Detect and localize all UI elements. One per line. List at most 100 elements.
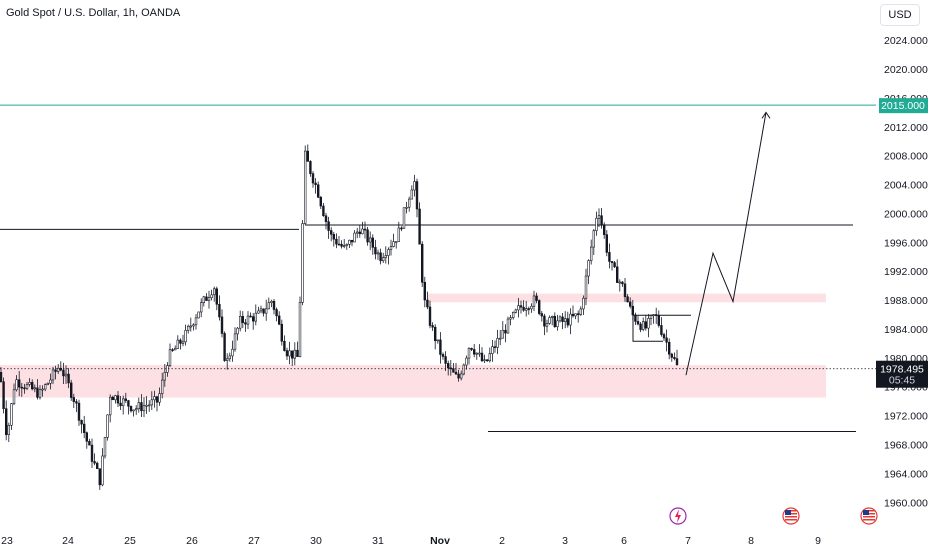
candle-body: [179, 339, 182, 344]
candle: [511, 311, 515, 320]
candle-body: [348, 239, 351, 245]
projection-arrowhead: [761, 111, 771, 119]
candle-body: [368, 237, 372, 243]
candle: [49, 373, 52, 390]
candle-body: [610, 261, 614, 263]
x-tick-label: 9: [815, 535, 821, 547]
candle: [431, 322, 434, 331]
candle: [303, 145, 307, 225]
candle-body: [418, 208, 421, 245]
candle: [54, 365, 57, 380]
chart-title: Gold Spot / U.S. Dollar, 1h, OANDA: [6, 7, 181, 19]
candle-body: [413, 181, 416, 191]
x-tick-label: 6: [621, 535, 627, 547]
candle: [337, 235, 341, 246]
candle: [83, 415, 86, 439]
candle-body: [452, 368, 455, 373]
candle: [277, 311, 281, 326]
candle: [30, 379, 34, 391]
candle-body: [220, 316, 224, 334]
y-tick-label: 2000.000: [884, 208, 928, 220]
candle: [355, 227, 359, 239]
candle-body: [532, 295, 536, 307]
candle: [259, 305, 263, 314]
candle: [309, 160, 312, 177]
candle-body: [571, 313, 575, 317]
candle: [379, 248, 382, 265]
candle: [70, 379, 73, 401]
candle: [23, 383, 26, 394]
candle: [449, 360, 452, 376]
candle-body: [202, 296, 205, 303]
candle: [405, 201, 408, 214]
candle: [485, 359, 489, 362]
candle-body: [210, 294, 213, 299]
candle-body: [10, 403, 13, 426]
candle: [88, 438, 91, 446]
candle-body: [293, 349, 296, 359]
candle: [610, 261, 614, 271]
candle: [595, 211, 598, 236]
candle: [215, 286, 218, 311]
candle-body: [576, 313, 580, 316]
currency-button[interactable]: USD: [880, 4, 920, 26]
candle: [428, 300, 432, 329]
countdown-label: 05:45: [889, 375, 915, 387]
candle: [436, 339, 439, 344]
candle: [340, 240, 343, 249]
candle-body: [0, 371, 3, 382]
candle-body: [493, 346, 497, 348]
candle-body: [111, 396, 115, 401]
candle-body: [75, 401, 78, 404]
candle: [293, 342, 296, 366]
candle: [608, 243, 611, 269]
candle-body: [605, 234, 609, 253]
candle: [361, 221, 364, 235]
candle-body: [257, 310, 260, 314]
candle-body: [556, 320, 559, 328]
candle-body: [394, 241, 398, 243]
candle-body: [127, 400, 130, 407]
candle: [639, 322, 642, 333]
candle-body: [142, 405, 146, 412]
candle: [636, 315, 640, 326]
events-layer: [669, 507, 878, 525]
candle: [12, 383, 16, 406]
candle: [33, 384, 37, 393]
candle: [111, 395, 115, 401]
candle-body: [62, 369, 65, 377]
candle-body: [639, 323, 642, 330]
candle: [348, 239, 351, 249]
candle-body: [316, 184, 320, 198]
candle-body: [371, 237, 374, 248]
candle-body: [439, 339, 442, 355]
candle: [667, 338, 671, 360]
candle-body: [252, 316, 255, 322]
candle: [122, 395, 125, 415]
candle-body: [340, 243, 343, 247]
candle-body: [478, 352, 481, 355]
candle-body: [345, 244, 348, 246]
candle: [267, 297, 270, 310]
candle: [402, 207, 406, 229]
candle-body: [675, 358, 679, 366]
candle-body: [465, 357, 468, 366]
candle: [543, 313, 546, 336]
candle-body: [517, 305, 520, 311]
y-tick-label: 1988.000: [884, 295, 928, 307]
candle: [459, 370, 463, 381]
candle: [530, 303, 533, 313]
candle-body: [36, 387, 39, 398]
candle-body: [223, 333, 226, 361]
candle: [569, 308, 572, 335]
candle-body: [124, 398, 128, 401]
candle: [140, 394, 143, 417]
y-tick-label: 2020.000: [884, 64, 928, 76]
candle: [124, 392, 128, 404]
candle: [116, 391, 120, 407]
us-flag-icon: [782, 507, 800, 525]
candle-body: [662, 334, 666, 339]
candle-body: [582, 297, 585, 310]
candle-body: [641, 321, 645, 330]
